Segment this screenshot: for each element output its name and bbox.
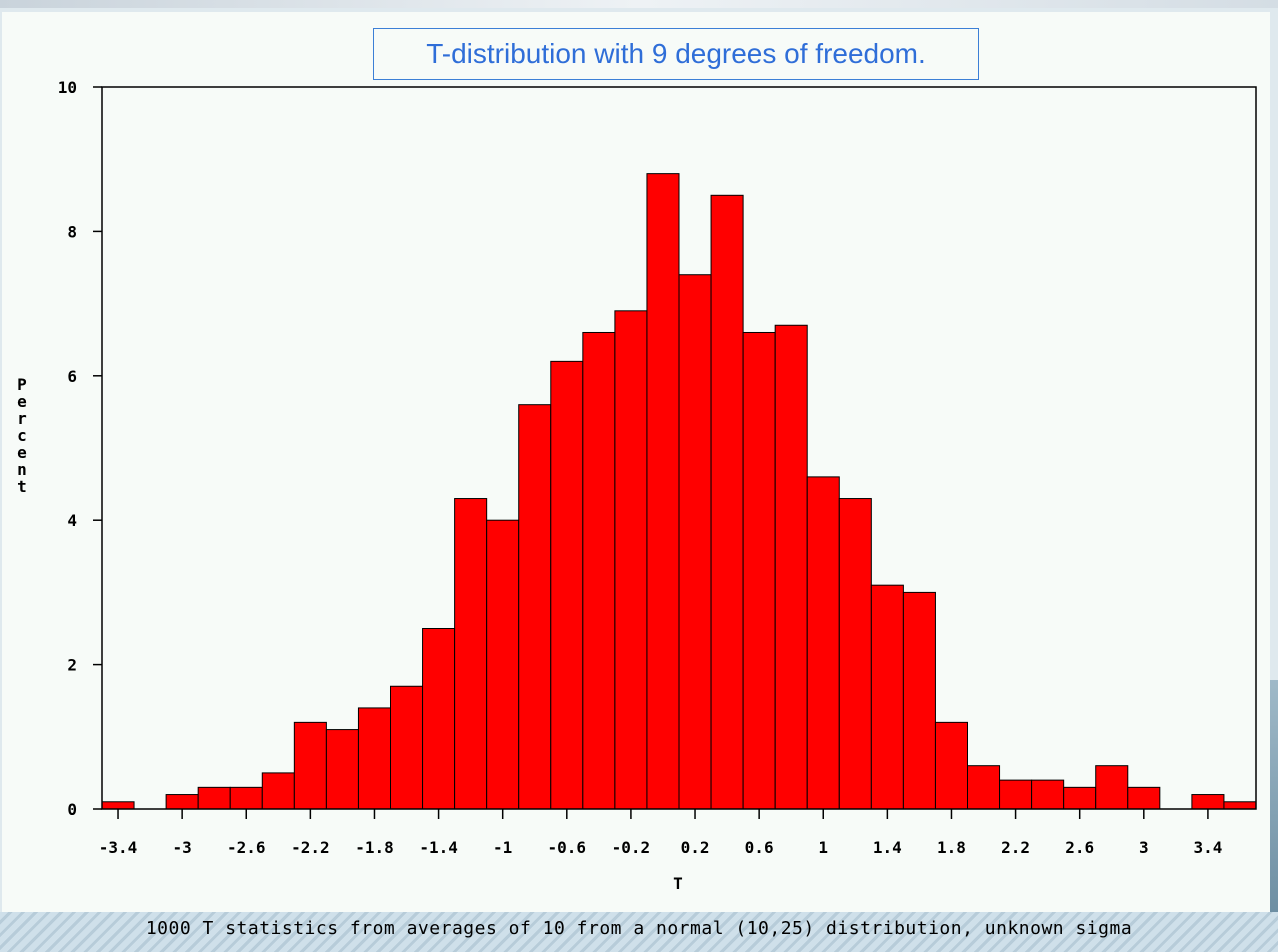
histogram-bar (1223, 801, 1257, 810)
x-tick-label: 2.6 (1065, 838, 1094, 857)
histogram-bar (1191, 794, 1225, 810)
histogram-bar (934, 721, 969, 810)
histogram-bar (165, 794, 199, 810)
chart-caption: 1000 T statistics from averages of 10 fr… (145, 918, 1133, 939)
x-tick-label: -1.8 (355, 838, 394, 857)
histogram-bar (646, 173, 680, 810)
histogram-bar (870, 584, 904, 810)
y-tick-label: 6 (67, 367, 77, 386)
histogram-bar (838, 498, 872, 810)
x-tick-label: 3 (1139, 838, 1149, 857)
x-tick-label: 1.4 (873, 838, 902, 857)
histogram-bar (1063, 786, 1097, 810)
histogram-bar (325, 729, 359, 810)
top-gradient-bar (0, 0, 1278, 8)
histogram-bar (1127, 786, 1161, 810)
x-tick-label: -2.6 (227, 838, 266, 857)
histogram-bar (486, 519, 520, 810)
x-tick-label: -0.2 (612, 838, 651, 857)
x-tick-label: 0.2 (681, 838, 710, 857)
chart-title: T-distribution with 9 degrees of freedom… (373, 28, 979, 80)
x-tick-label: -1.4 (419, 838, 458, 857)
x-tick-label: 3.4 (1193, 838, 1222, 857)
histogram-bar (1031, 779, 1065, 810)
histogram-bar (357, 707, 392, 810)
x-tick-label: 2.2 (1001, 838, 1030, 857)
decorative-right-edge (1270, 680, 1278, 912)
histogram-bar (1095, 765, 1129, 810)
y-tick-label: 8 (67, 222, 77, 241)
x-tick-label: -2.2 (291, 838, 330, 857)
histogram-bar (550, 360, 584, 810)
histogram-bar (390, 685, 424, 810)
x-axis: -3.4 -3 -2.6 -2.2 -1.8 -1.4 -1 -0.6 -0.2 0.2 0.6 1 1… (99, 809, 1222, 857)
histogram-bar (614, 310, 648, 810)
histogram-bar (999, 779, 1033, 810)
x-axis-label: T (673, 874, 683, 893)
histogram-bar (101, 801, 135, 810)
x-tick-label: 1 (818, 838, 828, 857)
histogram-bar (902, 591, 936, 810)
histogram-bar (742, 331, 776, 810)
histogram-bar (678, 274, 712, 810)
histogram-bar (293, 721, 327, 810)
bars-group (101, 173, 1257, 810)
histogram-bar (710, 194, 744, 810)
histogram-bar (229, 786, 263, 810)
y-axis: 0 2 4 6 8 10 (58, 78, 102, 819)
plot-frame (101, 86, 1257, 810)
histogram-bar (582, 331, 616, 810)
x-tick-label: -3.4 (99, 838, 138, 857)
decorative-wave-footer (0, 912, 1278, 952)
y-tick-label: 10 (58, 78, 77, 97)
histogram-bar (518, 404, 552, 810)
histogram-bar (422, 628, 456, 810)
histogram-bar (806, 476, 840, 810)
y-tick-label: 0 (67, 800, 77, 819)
y-tick-label: 2 (67, 656, 77, 675)
x-tick-label: -0.6 (548, 838, 587, 857)
y-axis-label: Percent (17, 375, 27, 496)
histogram-bar (454, 498, 488, 810)
histogram-bar (774, 324, 808, 810)
y-tick-label: 4 (67, 511, 77, 530)
x-tick-label: 0.6 (745, 838, 774, 857)
x-tick-label: 1.8 (937, 838, 966, 857)
histogram-bar (967, 765, 1001, 810)
x-tick-label: -1 (493, 838, 512, 857)
x-tick-label: -3 (173, 838, 192, 857)
histogram-bar (261, 772, 295, 810)
histogram-bar (197, 786, 231, 810)
